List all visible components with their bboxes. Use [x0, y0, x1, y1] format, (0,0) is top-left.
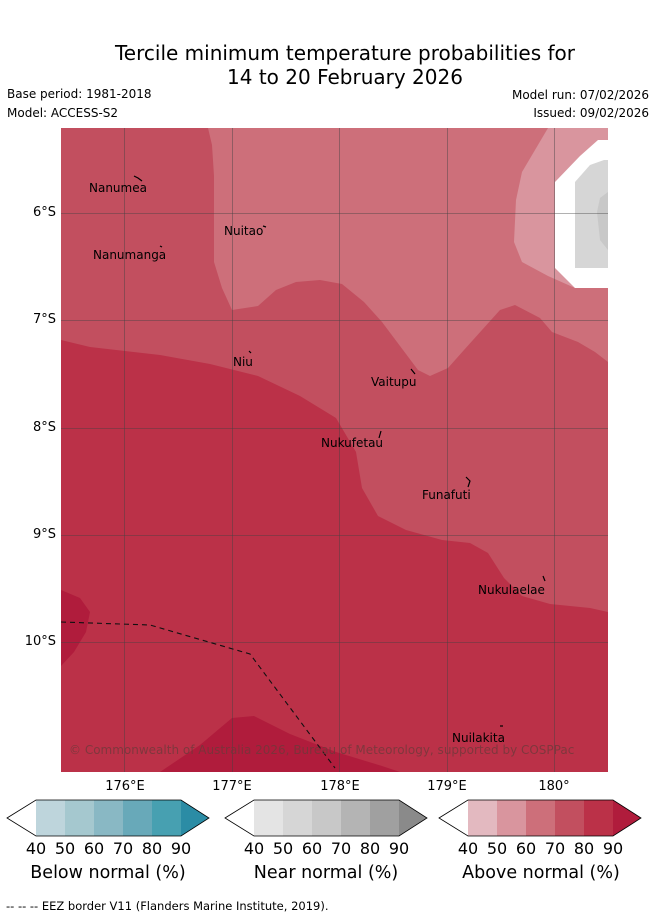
colorbar-segment [65, 800, 94, 836]
eez-border-line [60, 621, 336, 769]
model-name: Model: ACCESS-S2 [7, 106, 119, 120]
colorbar-segment [399, 800, 427, 836]
below-tick-60: 60 [83, 839, 105, 858]
zone-above-90-west [61, 590, 90, 666]
lon-label-177e: 177°E [212, 779, 252, 794]
colorbar-segment [526, 800, 555, 836]
near-tick-40: 40 [243, 839, 265, 858]
lat-label-10s: 10°S [24, 634, 56, 649]
colorbar-near-normal [224, 799, 428, 837]
colorbar-above-normal [438, 799, 642, 837]
base-period: Base period: 1981-2018 [7, 87, 152, 101]
near-tick-80: 80 [359, 839, 381, 858]
colorbar-segment [439, 800, 468, 836]
near-tick-60: 60 [301, 839, 323, 858]
lat-label-8s: 8°S [32, 420, 56, 435]
lat-label-9s: 9°S [32, 527, 56, 542]
zone-above-80-90 [61, 340, 608, 772]
below-tick-50: 50 [54, 839, 76, 858]
graticule [61, 128, 608, 772]
above-tick-50: 50 [486, 839, 508, 858]
island-niu-shape [248, 350, 252, 354]
zone-above-90-south [160, 716, 400, 772]
place-label-nanumanga: Nanumanga [93, 248, 167, 262]
colorbar-segment [370, 800, 399, 836]
place-label-vaitupu: Vaitupu [371, 375, 417, 389]
colorbar-title-near-normal: Near normal (%) [253, 863, 399, 883]
zone-near-50-60 [597, 192, 608, 250]
below-tick-70: 70 [112, 839, 134, 858]
island-nanumanga-shape [159, 245, 163, 248]
island-nukulaelae-shape [542, 575, 546, 582]
model-run-date: Model run: 07/02/2026 [511, 88, 649, 102]
near-tick-50: 50 [272, 839, 294, 858]
colorbar-segment [152, 800, 181, 836]
place-label-nukulaelae: Nukulaelae [478, 583, 545, 597]
above-tick-60: 60 [515, 839, 537, 858]
zone-near-40-50 [575, 160, 608, 268]
colorbar-segment [181, 800, 209, 836]
place-label-nuitao: Nuitao [224, 224, 264, 238]
colorbar-segment [225, 800, 254, 836]
colorbar-segment [468, 800, 497, 836]
colorbar-segment [123, 800, 152, 836]
island-nuitao-shape [262, 225, 267, 228]
above-tick-70: 70 [544, 839, 566, 858]
colorbar-segment [36, 800, 65, 836]
issued-date: Issued: 09/02/2026 [533, 106, 649, 120]
below-tick-40: 40 [25, 839, 47, 858]
colorbar-title-below-normal: Below normal (%) [30, 863, 186, 883]
below-tick-80: 80 [141, 839, 163, 858]
colorbar-segment [613, 800, 641, 836]
above-tick-40: 40 [457, 839, 479, 858]
colorbar-segment [341, 800, 370, 836]
zone-above-60-70 [208, 128, 608, 376]
colorbar-segment [312, 800, 341, 836]
near-tick-70: 70 [330, 839, 352, 858]
lat-label-6s: 6°S [32, 205, 56, 220]
place-label-nukufetau: Nukufetau [321, 436, 384, 450]
colorbar-segment [555, 800, 584, 836]
lat-label-7s: 7°S [32, 312, 56, 327]
map-title-line1: Tercile minimum temperature probabilitie… [114, 41, 576, 65]
colorbar-segment [497, 800, 526, 836]
lon-label-179e: 179°E [427, 779, 467, 794]
colorbar-below-lower-triangle [7, 800, 36, 836]
colorbar-segment [94, 800, 123, 836]
near-tick-90: 90 [388, 839, 410, 858]
place-label-niu: Niu [233, 355, 253, 369]
above-tick-80: 80 [573, 839, 595, 858]
colorbar-segment [254, 800, 283, 836]
place-label-nanumea: Nanumea [89, 181, 147, 195]
island-nanumea-shape [133, 175, 143, 182]
colorbar-segment [283, 800, 312, 836]
place-label-nuilakita: Nuilakita [452, 731, 505, 745]
above-tick-90: 90 [602, 839, 624, 858]
copyright-notice: © Commonwealth of Australia 2026, Bureau… [69, 743, 575, 757]
island-funafuti-shape [465, 476, 471, 488]
island-markers [133, 175, 546, 727]
colorbar-segment [584, 800, 613, 836]
eez-legend-footer: -- -- -- EEZ border V11 (Flanders Marine… [6, 899, 329, 913]
probability-field [61, 128, 608, 772]
island-nukufetau-shape [378, 430, 382, 439]
island-vaitupu-shape [410, 368, 416, 375]
lon-label-180: 180° [538, 779, 570, 794]
below-tick-90: 90 [170, 839, 192, 858]
map-title-line2: 14 to 20 February 2026 [227, 65, 463, 89]
colorbar-below-normal [6, 799, 210, 837]
lon-label-178e: 178°E [320, 779, 360, 794]
colorbar-title-above-normal: Above normal (%) [462, 863, 620, 883]
place-label-funafuti: Funafuti [422, 488, 471, 502]
lon-label-176e: 176°E [105, 779, 145, 794]
